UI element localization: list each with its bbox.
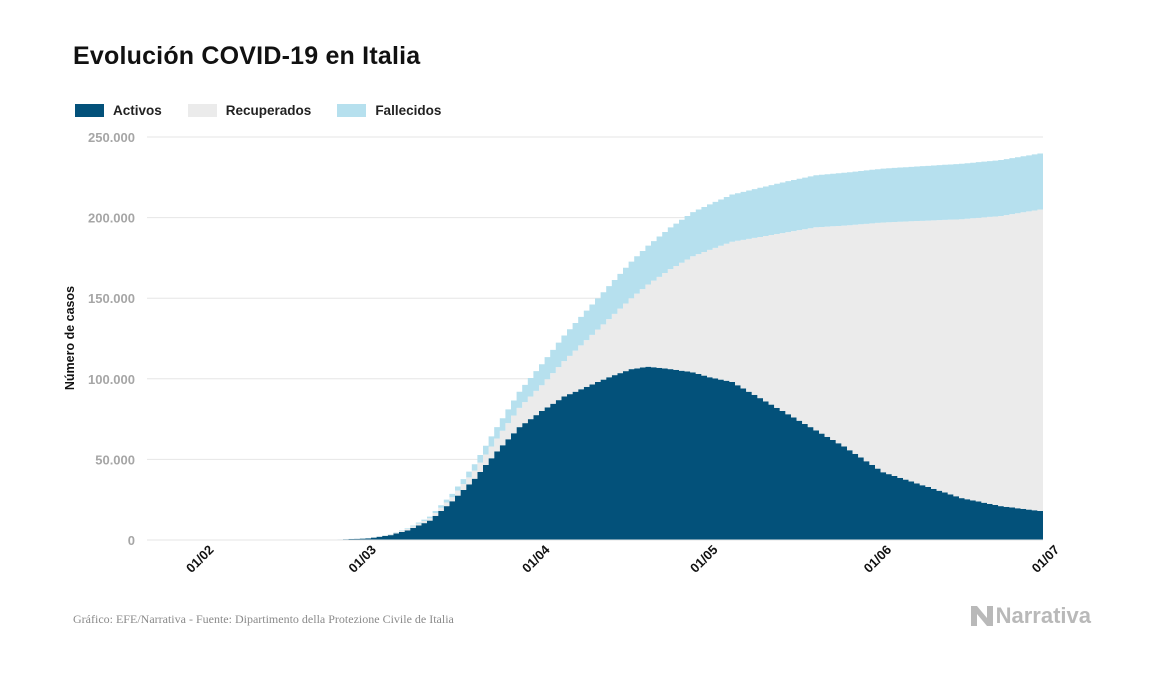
x-tick-label: 01/07 — [1029, 542, 1063, 576]
x-tick-label: 01/02 — [183, 542, 217, 576]
legend-item-activos: Activos — [75, 103, 162, 118]
narrativa-logo-icon — [970, 606, 993, 626]
legend: Activos Recuperados Fallecidos — [75, 103, 467, 118]
source-note: Gráfico: EFE/Narrativa - Fuente: Diparti… — [73, 612, 454, 626]
area-recuperados — [331, 209, 1043, 540]
y-tick-label: 50.000 — [95, 452, 135, 467]
y-tick-label: 250.000 — [88, 130, 135, 145]
legend-item-fallecidos: Fallecidos — [337, 103, 441, 118]
brand-name: Narrativa — [995, 603, 1091, 628]
y-tick-label: 200.000 — [88, 211, 135, 226]
x-tick-label: 01/05 — [687, 542, 721, 576]
y-tick-label: 150.000 — [88, 291, 135, 306]
legend-swatch-recuperados — [187, 104, 217, 117]
area-fallecidos — [331, 153, 1043, 540]
legend-item-recuperados: Recuperados — [187, 103, 312, 118]
x-tick-label: 01/06 — [861, 542, 895, 576]
legend-label-recuperados: Recuperados — [225, 103, 312, 118]
x-tick-label: 01/04 — [519, 541, 553, 575]
x-tick-label: 01/03 — [345, 542, 379, 576]
legend-label-fallecidos: Fallecidos — [375, 103, 442, 118]
y-tick-label: 0 — [128, 533, 135, 548]
brand-logo: Narrativa — [970, 603, 1091, 629]
legend-swatch-activos — [75, 104, 104, 117]
y-tick-label: 100.000 — [88, 372, 135, 387]
chart-title: Evolución COVID-19 en Italia — [73, 42, 421, 70]
area-activos — [331, 366, 1043, 540]
legend-label-activos: Activos — [113, 103, 162, 118]
y-axis-title: Número de casos — [63, 286, 77, 390]
legend-swatch-fallecidos — [337, 104, 367, 117]
